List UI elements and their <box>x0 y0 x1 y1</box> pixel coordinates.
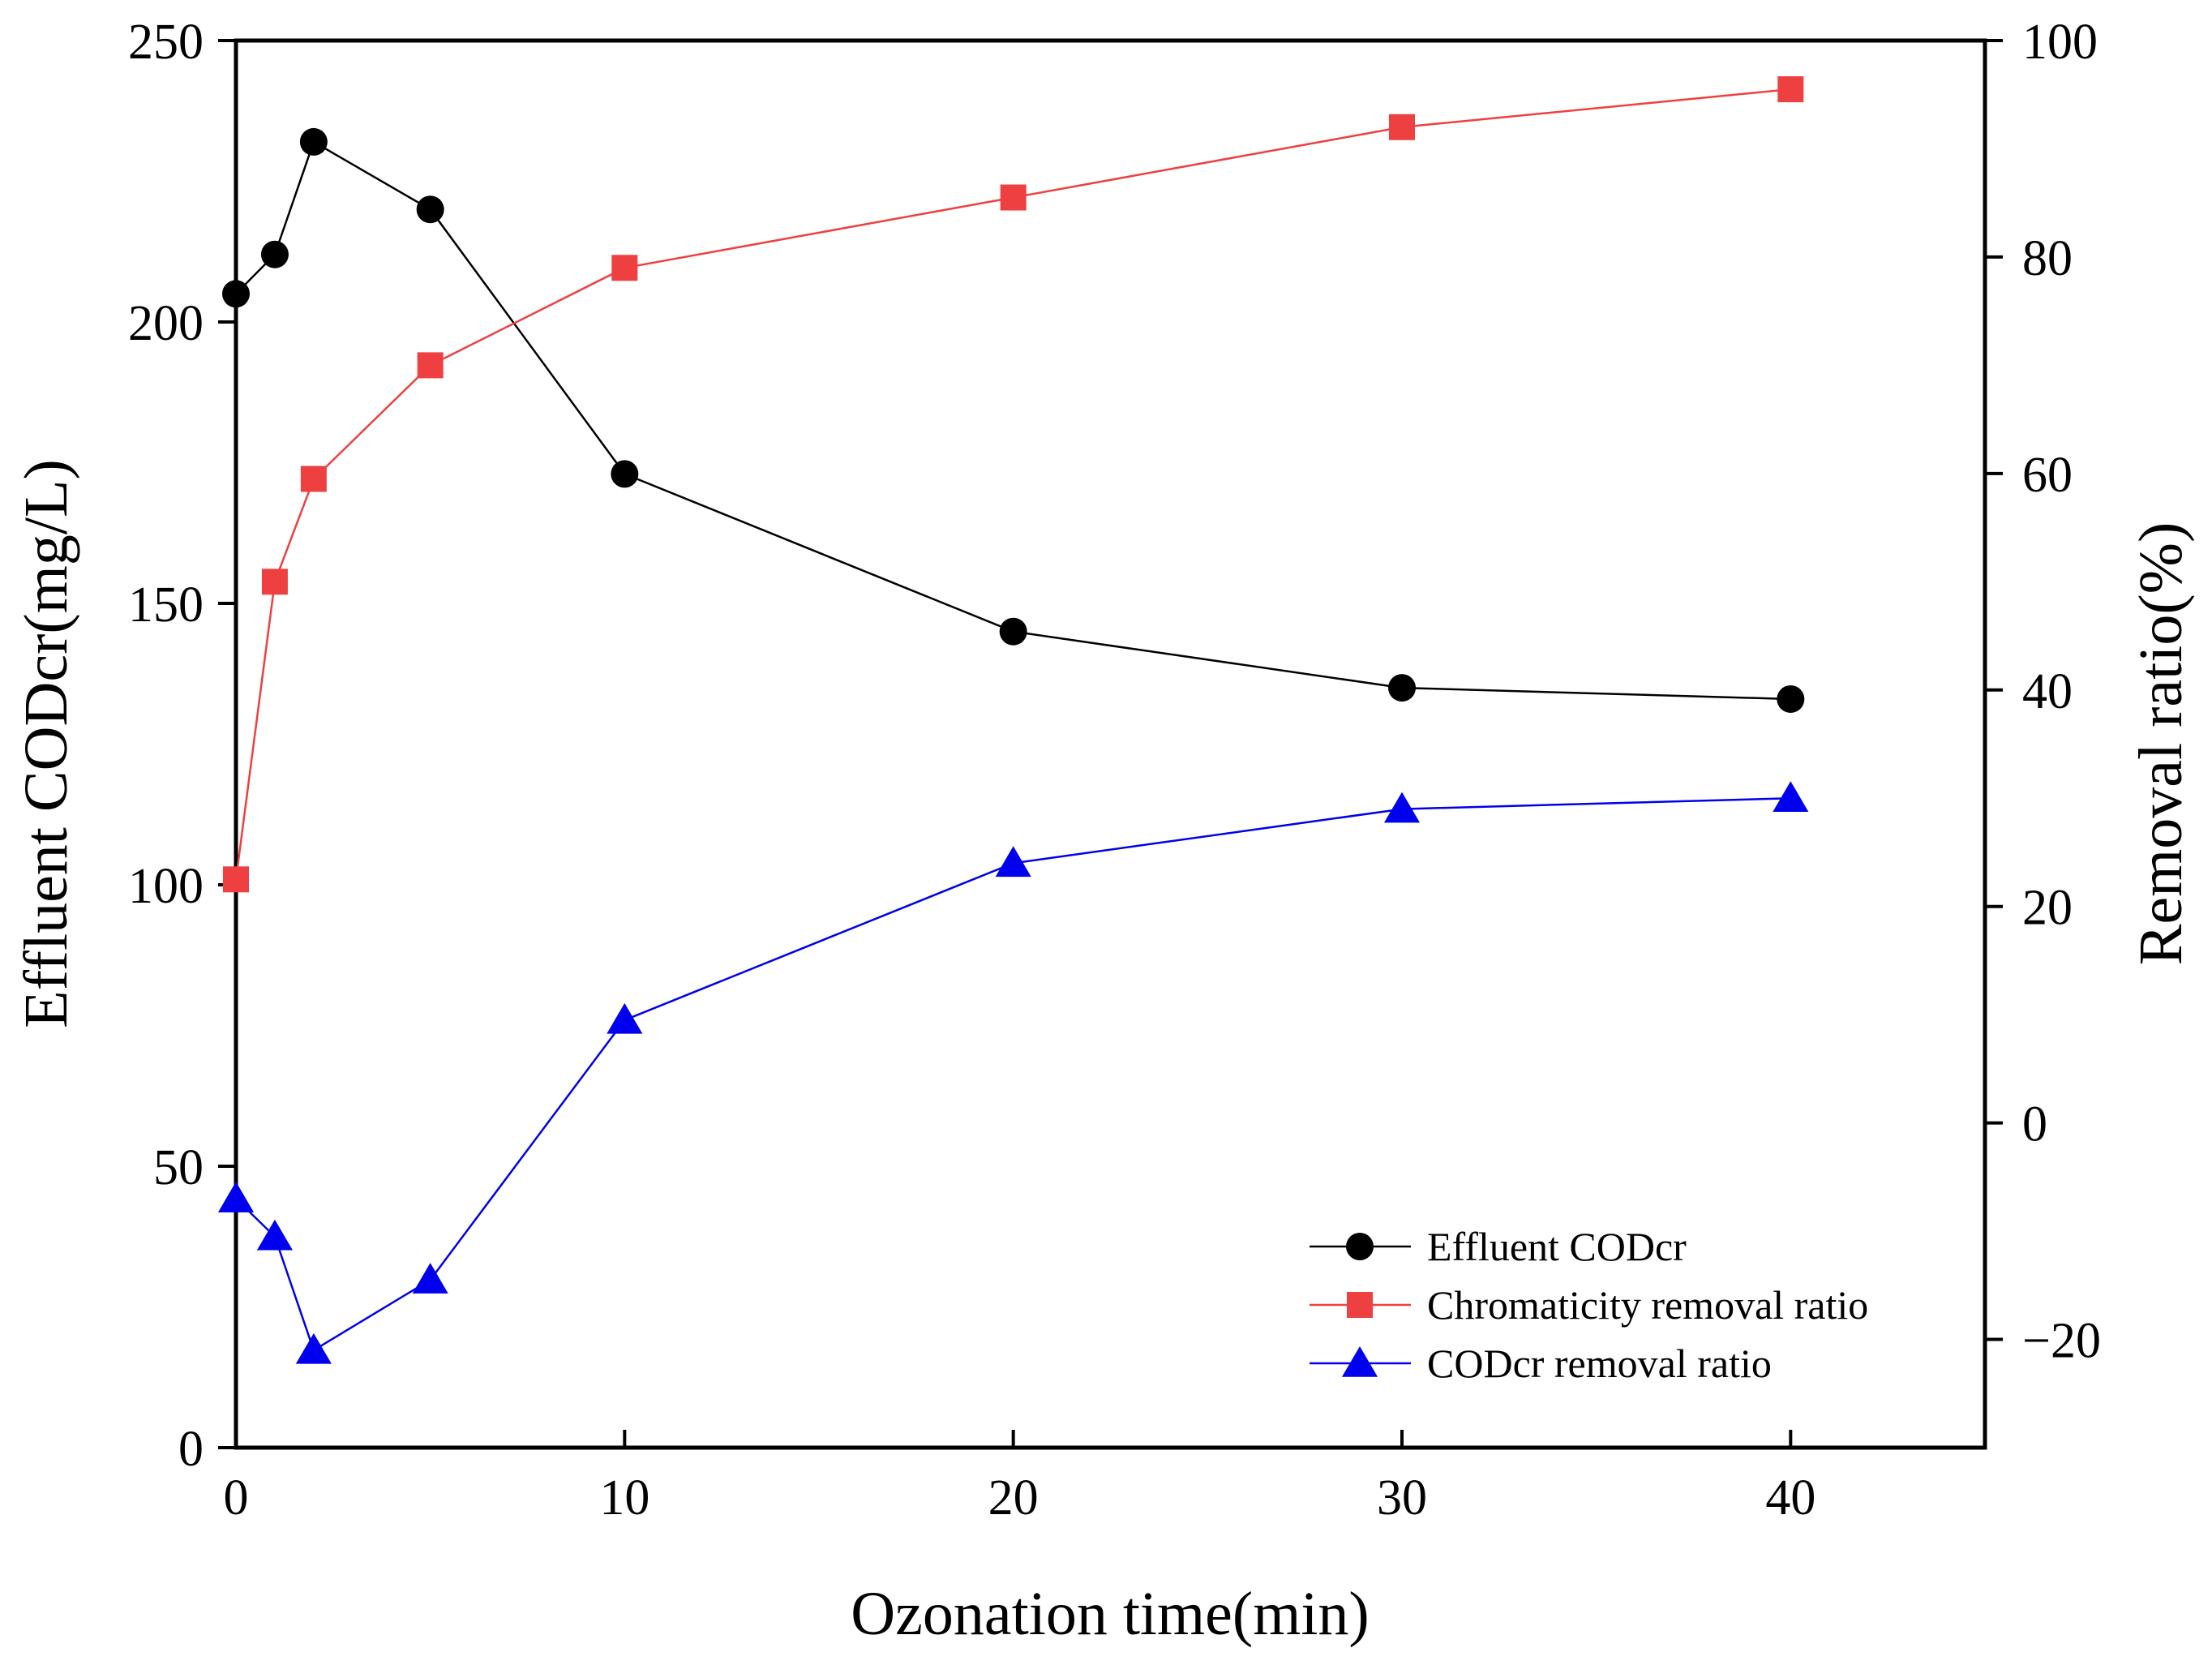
series-2-point <box>1389 114 1415 140</box>
x-tick-label: 10 <box>599 1470 649 1526</box>
y-left-tick-label: 200 <box>128 296 204 351</box>
y-right-tick-label: 0 <box>2022 1097 2047 1152</box>
x-axis-title: Ozonation time(min) <box>851 1580 1370 1648</box>
series-line-1 <box>235 140 1791 701</box>
y-right-tick-label: 20 <box>2022 881 2073 936</box>
x-tick-label: 40 <box>1765 1470 1815 1526</box>
legend: Effluent CODcr Chromaticity removal ratio… <box>1310 1224 1868 1386</box>
series-3-point <box>995 846 1031 878</box>
legend-label-1: Effluent CODcr <box>1427 1224 1687 1269</box>
series-1-point <box>1777 684 1805 713</box>
x-tick-label: 30 <box>1377 1470 1427 1526</box>
y-right-tick-label: −20 <box>2022 1314 2101 1369</box>
legend-label-2: Chromaticity removal ratio <box>1427 1282 1868 1328</box>
series-3-point <box>607 1002 643 1034</box>
legend-marker-2 <box>1347 1292 1373 1318</box>
series-1-point <box>611 460 639 488</box>
y-left-axis-title: Effluent CODcr(mg/L) <box>12 459 80 1028</box>
y-left-tick-label: 0 <box>178 1422 204 1477</box>
plot-frame <box>234 38 1987 1450</box>
series-2-point <box>1777 76 1804 103</box>
y-right-tick-label: 60 <box>2022 448 2073 503</box>
y-right-tick-label: 80 <box>2022 231 2073 286</box>
series-line-2 <box>234 88 1791 880</box>
y-left-tick-label: 100 <box>128 859 204 914</box>
series-1-point <box>999 617 1027 646</box>
y-right-tick-label: 40 <box>2022 664 2073 719</box>
y-left-tick-label: 250 <box>128 15 204 70</box>
series-layer <box>217 76 1809 1364</box>
series-2-point <box>417 352 444 379</box>
ticks-layer: 0 10 20 30 40 0 50 100 150 200 250 −20 0 20 40 60 80 100 <box>128 15 2101 1526</box>
series-1-point <box>260 240 289 268</box>
series-3-point <box>412 1263 448 1294</box>
y-left-tick-label: 50 <box>153 1140 204 1195</box>
x-tick-label: 0 <box>224 1470 249 1526</box>
y-right-axis-title: Removal ratio(%) <box>2127 522 2195 966</box>
legend-marker-1 <box>1346 1233 1374 1260</box>
series-line-3 <box>235 796 1791 1352</box>
series-3-point <box>295 1332 332 1364</box>
series-3-point <box>1383 792 1421 823</box>
series-1-point <box>299 127 328 156</box>
series-1-point <box>222 280 250 308</box>
legend-label-3: CODcr removal ratio <box>1427 1341 1772 1386</box>
series-2-point <box>1000 184 1027 211</box>
series-2-point <box>611 255 638 281</box>
series-3-point <box>256 1219 293 1251</box>
series-3-point <box>217 1182 255 1212</box>
y-right-tick-label: 100 <box>2022 15 2098 70</box>
y-left-tick-label: 150 <box>128 577 204 633</box>
series-1-point <box>1388 674 1416 702</box>
series-2-point <box>223 866 249 893</box>
x-tick-label: 20 <box>988 1470 1039 1526</box>
legend-marker-3 <box>1341 1346 1378 1377</box>
series-1-point <box>416 195 444 224</box>
series-2-point <box>300 466 327 492</box>
series-2-point <box>261 569 288 595</box>
series-3-point <box>1773 781 1809 813</box>
